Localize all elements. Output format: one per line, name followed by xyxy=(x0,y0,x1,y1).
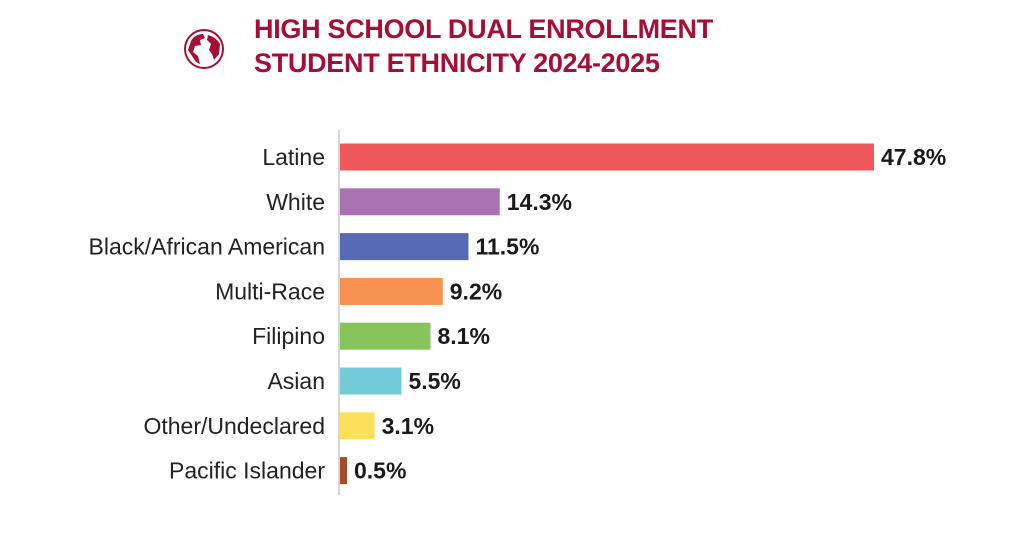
category-label: Pacific Islander xyxy=(169,458,325,484)
title-line-2: STUDENT ETHNICITY 2024-2025 xyxy=(254,48,660,78)
data-label: 3.1% xyxy=(382,413,434,439)
category-label: Filipino xyxy=(252,323,325,349)
category-label: Asian xyxy=(267,368,325,394)
bar xyxy=(340,412,375,440)
bar xyxy=(340,367,402,395)
category-label: Other/Undeclared xyxy=(143,413,325,439)
bar xyxy=(340,143,874,171)
title-line-1: HIGH SCHOOL DUAL ENROLLMENT xyxy=(254,14,713,44)
data-label: 47.8% xyxy=(881,144,946,170)
data-label: 11.5% xyxy=(475,234,539,260)
chart-title: HIGH SCHOOL DUAL ENROLLMENT STUDENT ETHN… xyxy=(254,12,713,80)
bar xyxy=(340,457,347,485)
data-label: 8.1% xyxy=(437,323,489,349)
category-label: White xyxy=(266,189,325,215)
data-label: 0.5% xyxy=(354,458,406,484)
data-label: 9.2% xyxy=(450,278,502,304)
category-label: Latine xyxy=(262,144,325,170)
globe-icon xyxy=(184,29,224,69)
category-label: Black/African American xyxy=(89,234,325,260)
data-label: 5.5% xyxy=(408,368,460,394)
bar xyxy=(340,233,469,261)
category-label: Multi-Race xyxy=(215,278,325,304)
bar xyxy=(340,322,431,350)
data-label: 14.3% xyxy=(507,189,572,215)
bar xyxy=(340,188,500,216)
bar xyxy=(340,277,443,305)
